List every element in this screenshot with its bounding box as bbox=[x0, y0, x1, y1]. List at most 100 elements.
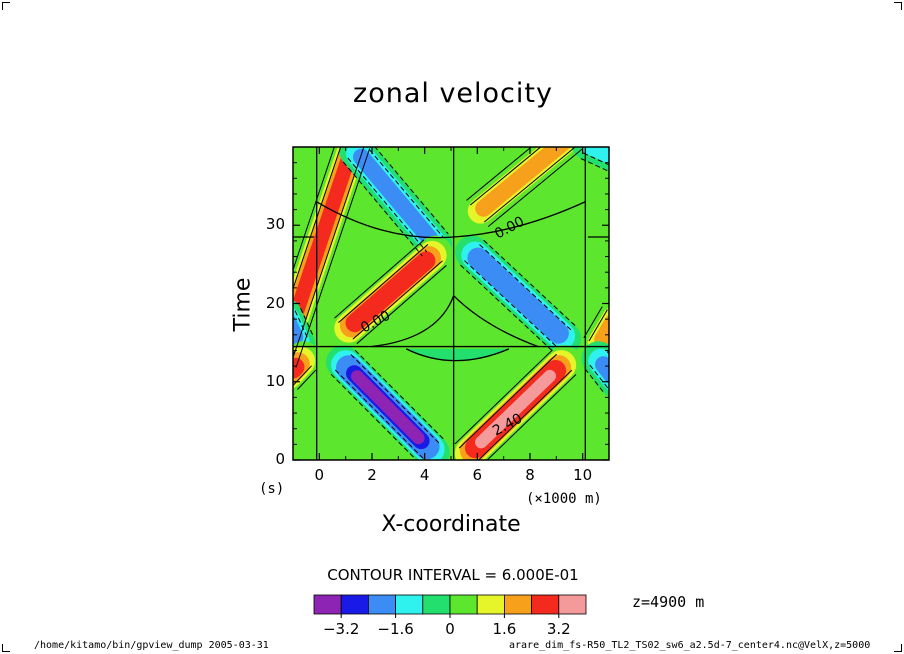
contour-line bbox=[293, 147, 342, 291]
x-tick-label: 10 bbox=[573, 466, 593, 484]
zero-contour-curve bbox=[371, 295, 455, 348]
contour-line bbox=[366, 147, 444, 239]
colorbar-cell bbox=[368, 594, 397, 615]
contour-line bbox=[486, 374, 577, 460]
contour-band bbox=[581, 147, 609, 165]
footer-left: /home/kitamo/bin/gpview_dump 2005-03-31 bbox=[34, 640, 269, 651]
contour-line bbox=[270, 322, 283, 351]
contour-line bbox=[613, 324, 631, 355]
contour-line bbox=[273, 347, 291, 367]
contour-line bbox=[356, 265, 447, 345]
x-tick-label: 8 bbox=[525, 466, 535, 484]
y-tick-label: 0 bbox=[275, 450, 285, 468]
colorbar-cell bbox=[503, 594, 532, 615]
contour-band bbox=[353, 148, 439, 248]
zero-contour-curve bbox=[453, 201, 586, 238]
contour-line bbox=[297, 369, 317, 390]
colorbar-tick-label: 0 bbox=[445, 620, 455, 638]
contour-line bbox=[342, 161, 423, 257]
contour-feature-7 bbox=[571, 147, 609, 172]
contour-feature-10 bbox=[581, 300, 609, 364]
contour-line bbox=[612, 348, 630, 371]
contour-line bbox=[334, 239, 425, 319]
contour-line bbox=[352, 260, 443, 340]
contour-band bbox=[594, 314, 609, 348]
colorbar-cell bbox=[422, 594, 451, 615]
colorbar-cell bbox=[395, 594, 424, 615]
contour-band bbox=[473, 253, 563, 338]
colorbar-cell bbox=[449, 594, 478, 615]
contour-line bbox=[595, 128, 629, 144]
x-tick-label: 2 bbox=[367, 466, 377, 484]
colorbar-cell bbox=[340, 594, 369, 615]
y-axis-unit: (s) bbox=[259, 481, 285, 497]
level-text: z=4900 m bbox=[632, 593, 705, 611]
colorbar-tick-label: 3.2 bbox=[546, 620, 571, 638]
contour-line bbox=[293, 147, 365, 360]
colorbar-cell bbox=[531, 594, 560, 615]
contour-line bbox=[584, 368, 604, 393]
contour-line bbox=[464, 260, 558, 348]
contour-line bbox=[580, 158, 609, 172]
contour-line bbox=[334, 369, 426, 460]
x-tick-label: 4 bbox=[419, 466, 430, 484]
contour-line bbox=[330, 373, 418, 460]
colorbar bbox=[313, 594, 587, 618]
contour-line bbox=[470, 147, 542, 206]
zero-contour-curve bbox=[405, 348, 510, 362]
x-tick-label: 0 bbox=[314, 466, 325, 484]
contour-line bbox=[458, 353, 557, 449]
contour-line bbox=[606, 351, 609, 355]
contour-line bbox=[583, 306, 603, 339]
x-tick-label: 6 bbox=[472, 466, 483, 484]
contour-line bbox=[300, 307, 315, 338]
footer-right: arare_dim_fs-R50_TL2_TS02_sw6_a2.5d-7_ce… bbox=[509, 640, 871, 651]
colorbar-tick-label: −1.6 bbox=[377, 620, 414, 638]
crop-mark-top-right bbox=[894, 2, 902, 10]
colorbar-cell bbox=[313, 594, 342, 615]
contour-line bbox=[460, 264, 553, 352]
contour-band bbox=[350, 370, 425, 445]
zero-contour-curve bbox=[453, 295, 539, 348]
crop-mark-bottom-right bbox=[894, 644, 902, 652]
contour-line bbox=[347, 157, 428, 253]
contour-line bbox=[588, 309, 608, 342]
contour-line bbox=[484, 147, 576, 223]
contour-line bbox=[293, 147, 335, 272]
contour-line bbox=[354, 349, 445, 441]
chart-title: zonal velocity bbox=[353, 78, 553, 109]
x-axis-label: X-coordinate bbox=[381, 512, 521, 537]
contour-line bbox=[583, 152, 609, 166]
contour-line bbox=[607, 349, 609, 353]
contour-line bbox=[479, 244, 573, 332]
colorbar-cell bbox=[558, 594, 587, 615]
colorbar-tick-label: 1.6 bbox=[492, 620, 517, 638]
crop-mark-top-left bbox=[2, 2, 10, 10]
contour-line bbox=[294, 310, 309, 340]
contour-interval-text: CONTOUR INTERVAL = 6.000E-01 bbox=[327, 566, 579, 584]
contour-feature-11 bbox=[581, 341, 609, 397]
crop-mark-bottom-left bbox=[2, 644, 10, 652]
contour-line bbox=[350, 354, 441, 445]
contour-feature-2 bbox=[328, 235, 453, 348]
contour-line bbox=[338, 243, 429, 323]
contour-line bbox=[477, 369, 573, 460]
x-axis-unit: (×1000 m) bbox=[526, 491, 602, 507]
contour-line bbox=[466, 147, 532, 201]
contour-band bbox=[475, 147, 572, 217]
colorbar-cell bbox=[476, 594, 505, 615]
contour-feature-6 bbox=[449, 345, 582, 460]
contour-line bbox=[275, 320, 288, 349]
contour-band bbox=[475, 369, 556, 449]
contour-band bbox=[595, 356, 609, 384]
contour-feature-5 bbox=[455, 235, 582, 356]
contour-feature-3 bbox=[326, 345, 450, 460]
y-axis-label: Time bbox=[230, 277, 256, 332]
contour-line bbox=[374, 147, 449, 235]
contour-line bbox=[487, 147, 584, 228]
contour-line bbox=[295, 148, 371, 368]
contour-line bbox=[589, 364, 609, 389]
contour-feature-1 bbox=[339, 147, 453, 262]
zero-contour-curve bbox=[316, 201, 454, 239]
